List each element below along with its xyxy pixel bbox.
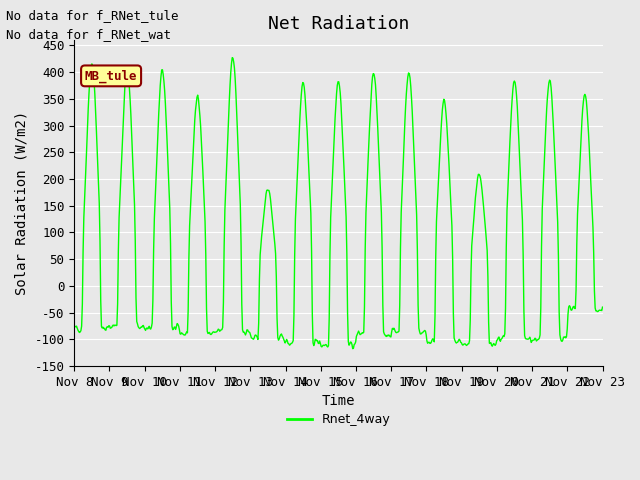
Title: Net Radiation: Net Radiation <box>268 15 409 33</box>
Legend: Rnet_4way: Rnet_4way <box>282 408 396 432</box>
X-axis label: Time: Time <box>322 394 355 408</box>
Text: MB_tule: MB_tule <box>85 69 138 83</box>
Y-axis label: Solar Radiation (W/m2): Solar Radiation (W/m2) <box>15 111 29 295</box>
Text: No data for f_RNet_tule: No data for f_RNet_tule <box>6 9 179 22</box>
Text: No data for f_RNet_wat: No data for f_RNet_wat <box>6 28 172 41</box>
